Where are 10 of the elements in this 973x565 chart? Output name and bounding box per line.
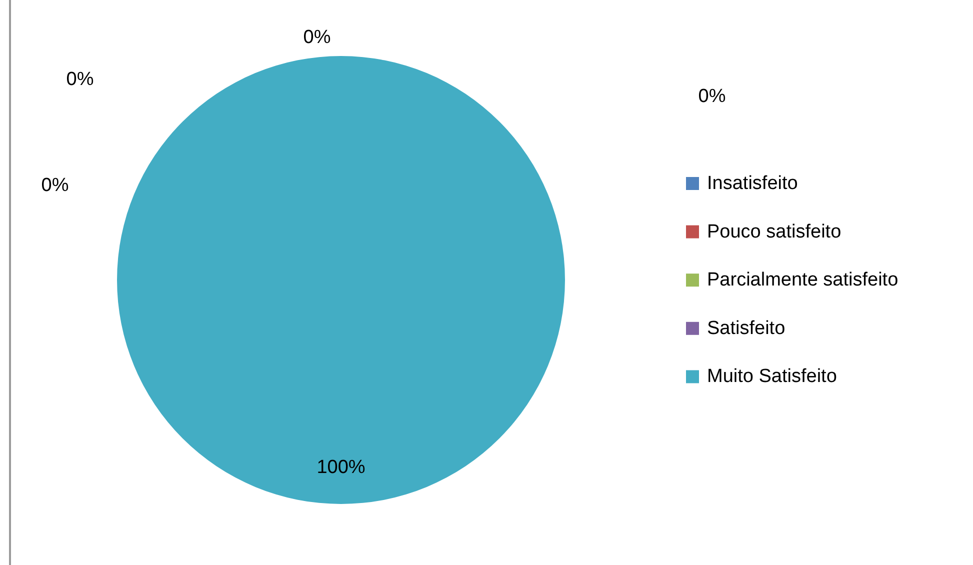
data-label: 100% [316,457,366,478]
legend-label: Insatisfeito [707,173,798,194]
legend-label: Muito Satisfeito [707,366,837,388]
legend-label: Satisfeito [707,318,786,339]
text: 0% [66,69,94,90]
text: 0% [698,86,726,108]
text: 0% [41,175,69,196]
legend-label: Parcialmente satisfeito [707,270,898,291]
legend-label: Pouco satisfeito [707,221,842,242]
text: 0% [303,27,331,48]
